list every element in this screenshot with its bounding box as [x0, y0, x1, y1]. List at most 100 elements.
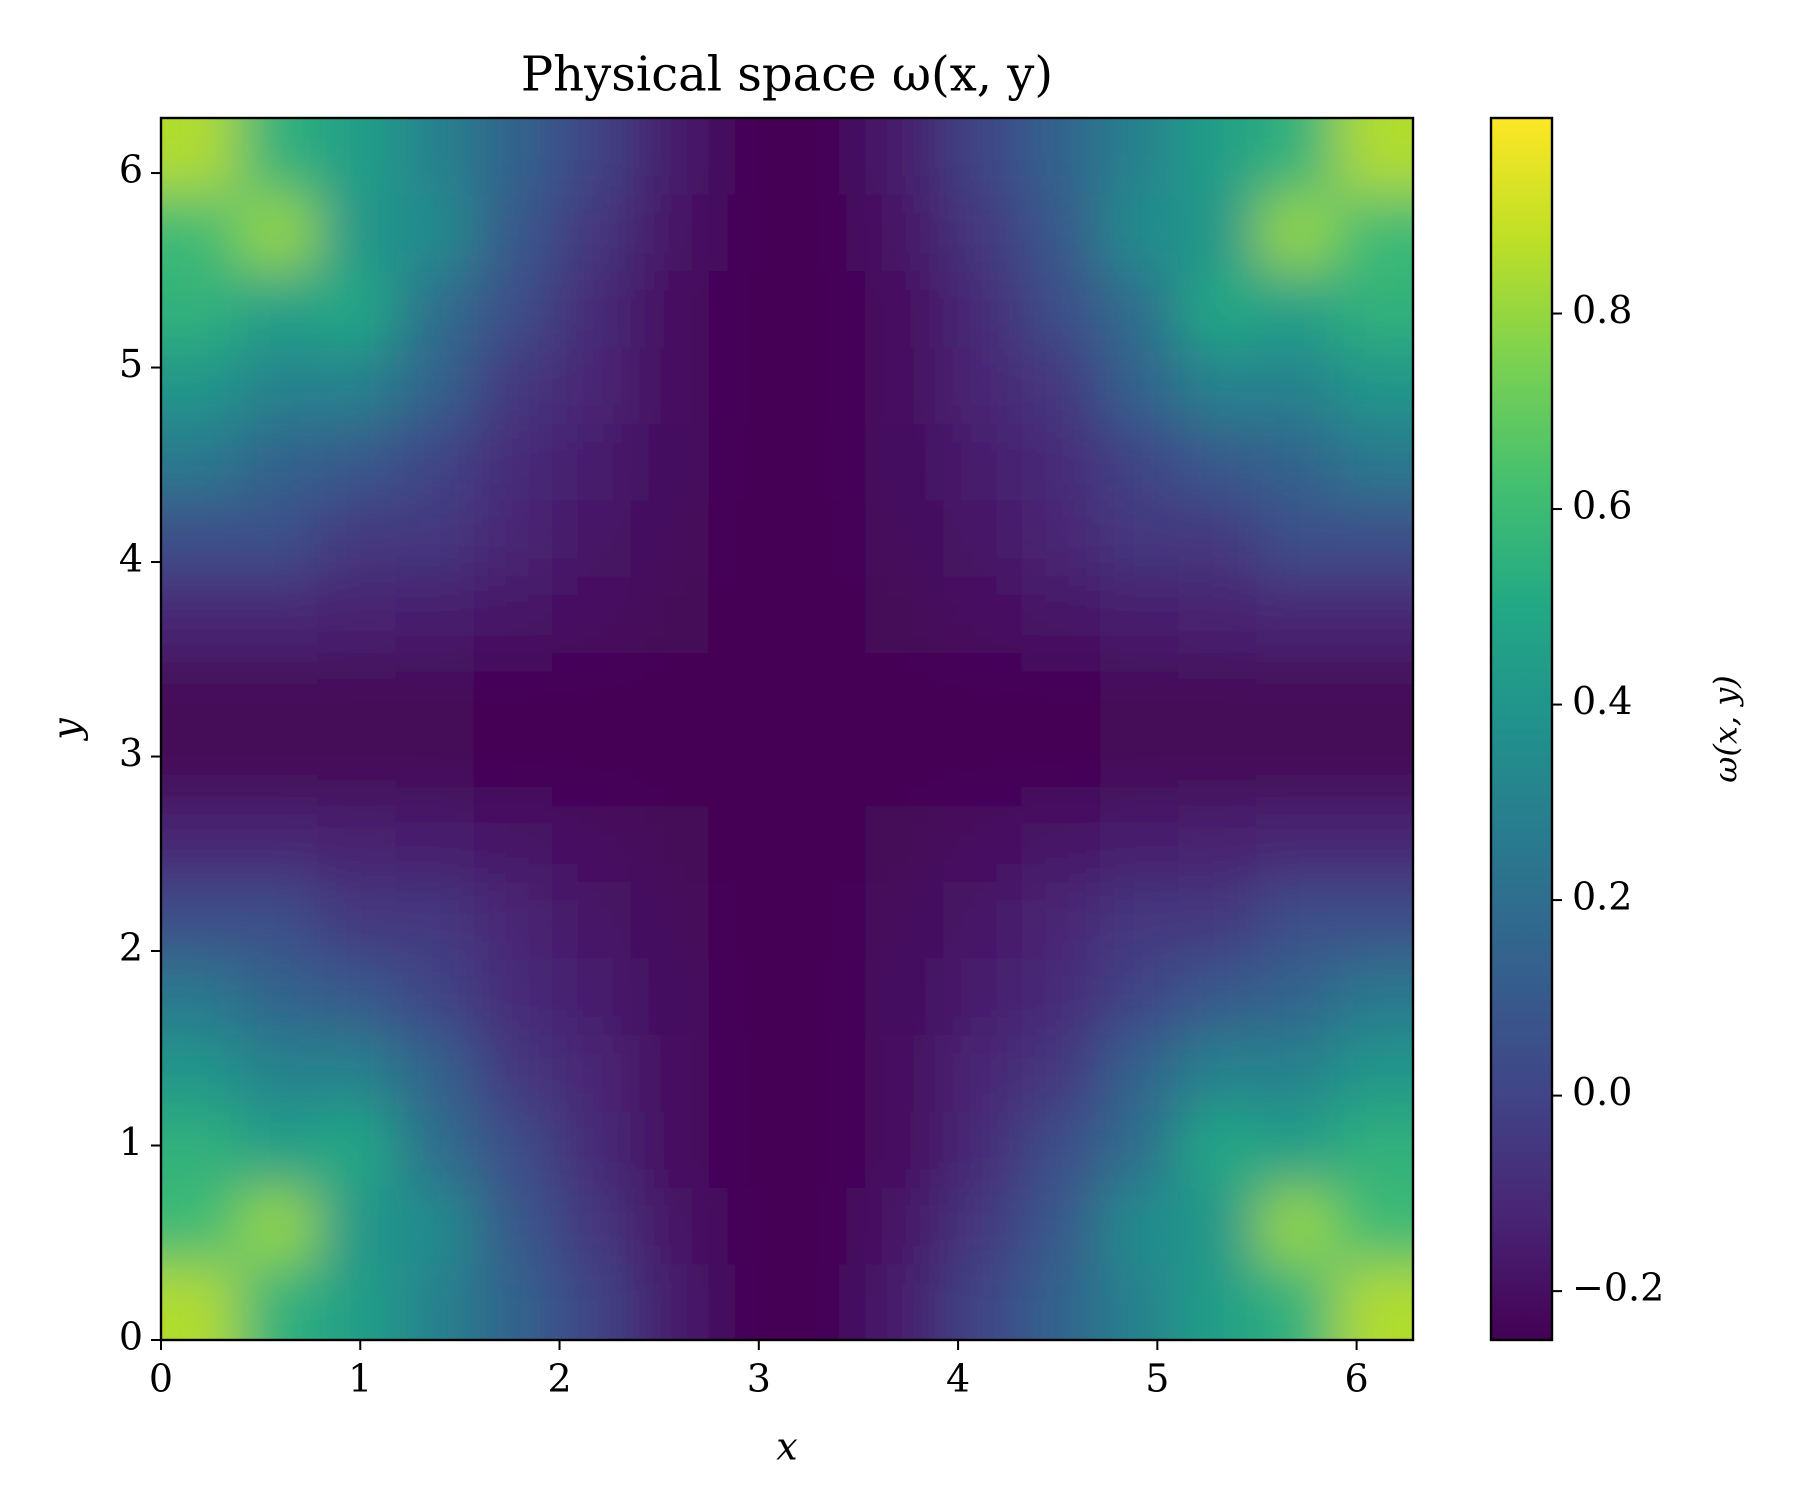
heatmap-cell	[865, 1034, 945, 1112]
heatmap-cell	[1021, 729, 1101, 806]
heatmap-cell	[1100, 1110, 1179, 1188]
heatmap-cell	[708, 652, 788, 730]
heatmap-cell	[395, 652, 475, 730]
heatmap-cell	[239, 194, 319, 272]
heatmap-cell	[630, 1034, 710, 1112]
heatmap-cell	[1256, 1110, 1336, 1188]
heatmap-cell	[239, 1263, 319, 1340]
heatmap-cell	[1021, 270, 1101, 348]
heatmap-cell	[630, 576, 710, 654]
heatmap-cell	[395, 270, 475, 348]
heatmap-cell	[473, 881, 553, 959]
heatmap-cell	[1256, 499, 1336, 577]
heatmap-cell	[1178, 1263, 1257, 1340]
heatmap-cell	[161, 347, 240, 424]
heatmap-cell	[865, 1110, 945, 1188]
heatmap-cell	[317, 1034, 397, 1112]
heatmap-cell	[239, 118, 319, 195]
heatmap-cell	[865, 118, 945, 195]
heatmap-cell	[552, 118, 632, 195]
heatmap-cell	[473, 805, 553, 883]
heatmap-cell	[552, 958, 632, 1036]
heatmap-cell	[1178, 270, 1257, 348]
heatmap-cell	[630, 881, 710, 959]
heatmap-cell	[552, 1263, 632, 1340]
heatmap-cell	[1334, 1034, 1413, 1112]
heatmap-cell	[395, 423, 475, 501]
heatmap-cell	[1256, 576, 1336, 654]
heatmap-cell	[787, 576, 866, 654]
heatmap-cell	[865, 347, 945, 424]
heatmap-cell	[239, 958, 319, 1036]
heatmap-cell	[161, 729, 240, 806]
heatmap-cell	[161, 1110, 240, 1188]
heatmap-cell	[1256, 958, 1336, 1036]
colorbar-tick-label: 0.0	[1572, 1070, 1632, 1114]
heatmap-cell	[317, 118, 397, 195]
x-axis-label: x	[776, 1425, 797, 1469]
colorbar-tick-label: 0.2	[1572, 875, 1632, 919]
heatmap-cell	[1021, 652, 1101, 730]
heatmap-cell	[161, 1187, 240, 1265]
heatmap-cell	[1021, 805, 1101, 883]
heatmap-cell	[708, 576, 788, 654]
y-tick-label: 3	[119, 731, 143, 775]
heatmap-cell	[943, 347, 1023, 424]
heatmap-cell	[1256, 1263, 1336, 1340]
y-tick-label: 4	[119, 537, 143, 581]
heatmap-cell	[943, 270, 1023, 348]
heatmap-cell	[552, 347, 632, 424]
heatmap-cell	[787, 1110, 866, 1188]
heatmap-cell	[708, 1263, 788, 1340]
heatmap	[161, 118, 1413, 1340]
heatmap-cell	[473, 194, 553, 272]
heatmap-cell	[787, 958, 866, 1036]
heatmap-cell	[1021, 576, 1101, 654]
heatmap-cell	[1100, 118, 1179, 195]
heatmap-cell	[1021, 1034, 1101, 1112]
heatmap-cell	[239, 347, 319, 424]
heatmap-cell	[1334, 1110, 1413, 1188]
colorbar-tick-label: 0.4	[1572, 679, 1632, 723]
heatmap-cell	[395, 499, 475, 577]
heatmap-cell	[239, 881, 319, 959]
heatmap-cell	[787, 652, 866, 730]
heatmap-cell	[552, 1110, 632, 1188]
heatmap-cell	[473, 576, 553, 654]
heatmap-cell	[1100, 729, 1179, 806]
heatmap-cell	[239, 576, 319, 654]
colorbar	[1489, 116, 1554, 1342]
heatmap-cell	[1334, 347, 1413, 424]
heatmap-cell	[630, 499, 710, 577]
heatmap-cell	[708, 347, 788, 424]
heatmap-cell	[943, 194, 1023, 272]
heatmap-cell	[1178, 423, 1257, 501]
heatmap-cell	[1334, 194, 1413, 272]
heatmap-cell	[865, 729, 945, 806]
colorbar-tick-label: 0.6	[1572, 484, 1632, 528]
heatmap-cell	[1100, 1187, 1179, 1265]
heatmap-cell	[317, 270, 397, 348]
heatmap-cell	[552, 1187, 632, 1265]
heatmap-cell	[708, 805, 788, 883]
heatmap-cell	[787, 729, 866, 806]
heatmap-cell	[1100, 499, 1179, 577]
heatmap-cell	[473, 1110, 553, 1188]
y-tick-label: 6	[119, 148, 143, 192]
heatmap-cell	[708, 881, 788, 959]
heatmap-cell	[865, 1187, 945, 1265]
heatmap-cell	[1021, 958, 1101, 1036]
heatmap-cell	[473, 1187, 553, 1265]
heatmap-cell	[1256, 423, 1336, 501]
heatmap-cell	[865, 805, 945, 883]
x-tick-label: 4	[946, 1357, 970, 1401]
heatmap-cell	[1256, 194, 1336, 272]
heatmap-cell	[239, 1187, 319, 1265]
heatmap-cell	[1100, 1263, 1179, 1340]
heatmap-cell	[1178, 576, 1257, 654]
heatmap-cell	[552, 1034, 632, 1112]
heatmap-cell	[473, 118, 553, 195]
heatmap-cell	[1256, 270, 1336, 348]
heatmap-cell	[1178, 958, 1257, 1036]
